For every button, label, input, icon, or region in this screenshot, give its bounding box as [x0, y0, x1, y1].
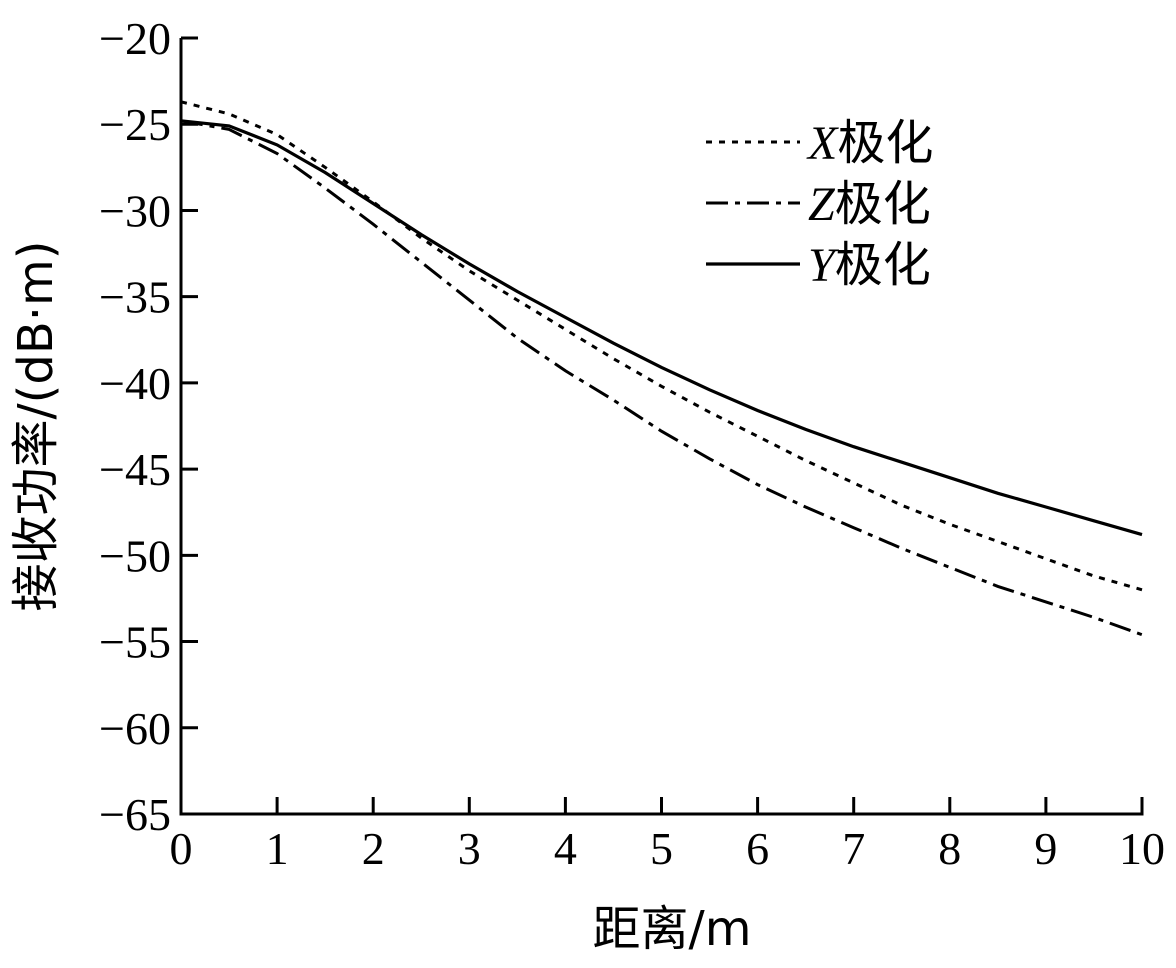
- x-tick-label: 4: [554, 823, 577, 874]
- y-tick-label: −20: [99, 13, 171, 64]
- x-tick-label: 10: [1119, 823, 1165, 874]
- x-tick-label: 1: [266, 823, 289, 874]
- x-tick-label: 8: [938, 823, 961, 874]
- y-tick-label: −25: [99, 99, 171, 150]
- y-tick-label: −55: [99, 617, 171, 668]
- y-tick-label: −30: [99, 185, 171, 236]
- x-tick-label: 9: [1034, 823, 1057, 874]
- y-tick-label: −50: [99, 530, 171, 581]
- y-tick-label: −60: [99, 703, 171, 754]
- x-tick-label: 5: [650, 823, 673, 874]
- x-tick-label: 6: [746, 823, 769, 874]
- y-axis-title: 接收功率/(dB·m): [8, 240, 64, 611]
- x-tick-label: 0: [170, 823, 193, 874]
- x-tick-label: 2: [362, 823, 385, 874]
- plot-lines: [180, 100, 1143, 637]
- legend-label-x: X极化: [806, 115, 933, 171]
- ticks: 0 1 2 3 4 5 6 7 8 9 10 −20 −25 −30 −35 −40 −45 −50 −55 −60 −…: [99, 13, 1165, 874]
- series-line-z: [180, 119, 1143, 637]
- x-tick-label: 7: [842, 823, 865, 874]
- y-tick-label: −35: [99, 272, 171, 323]
- axes: [179, 38, 1144, 816]
- x-tick-label: 3: [458, 823, 481, 874]
- y-tick-label: −40: [99, 358, 171, 409]
- legend-label-y: Y极化: [808, 237, 931, 293]
- y-tick-label: −65: [99, 789, 171, 840]
- series-line-y: [180, 119, 1143, 537]
- y-tick-label: −45: [99, 444, 171, 495]
- x-axis-title: 距离/m: [593, 901, 752, 957]
- legend-label-z: Z极化: [808, 176, 931, 232]
- series-line-x: [180, 100, 1143, 592]
